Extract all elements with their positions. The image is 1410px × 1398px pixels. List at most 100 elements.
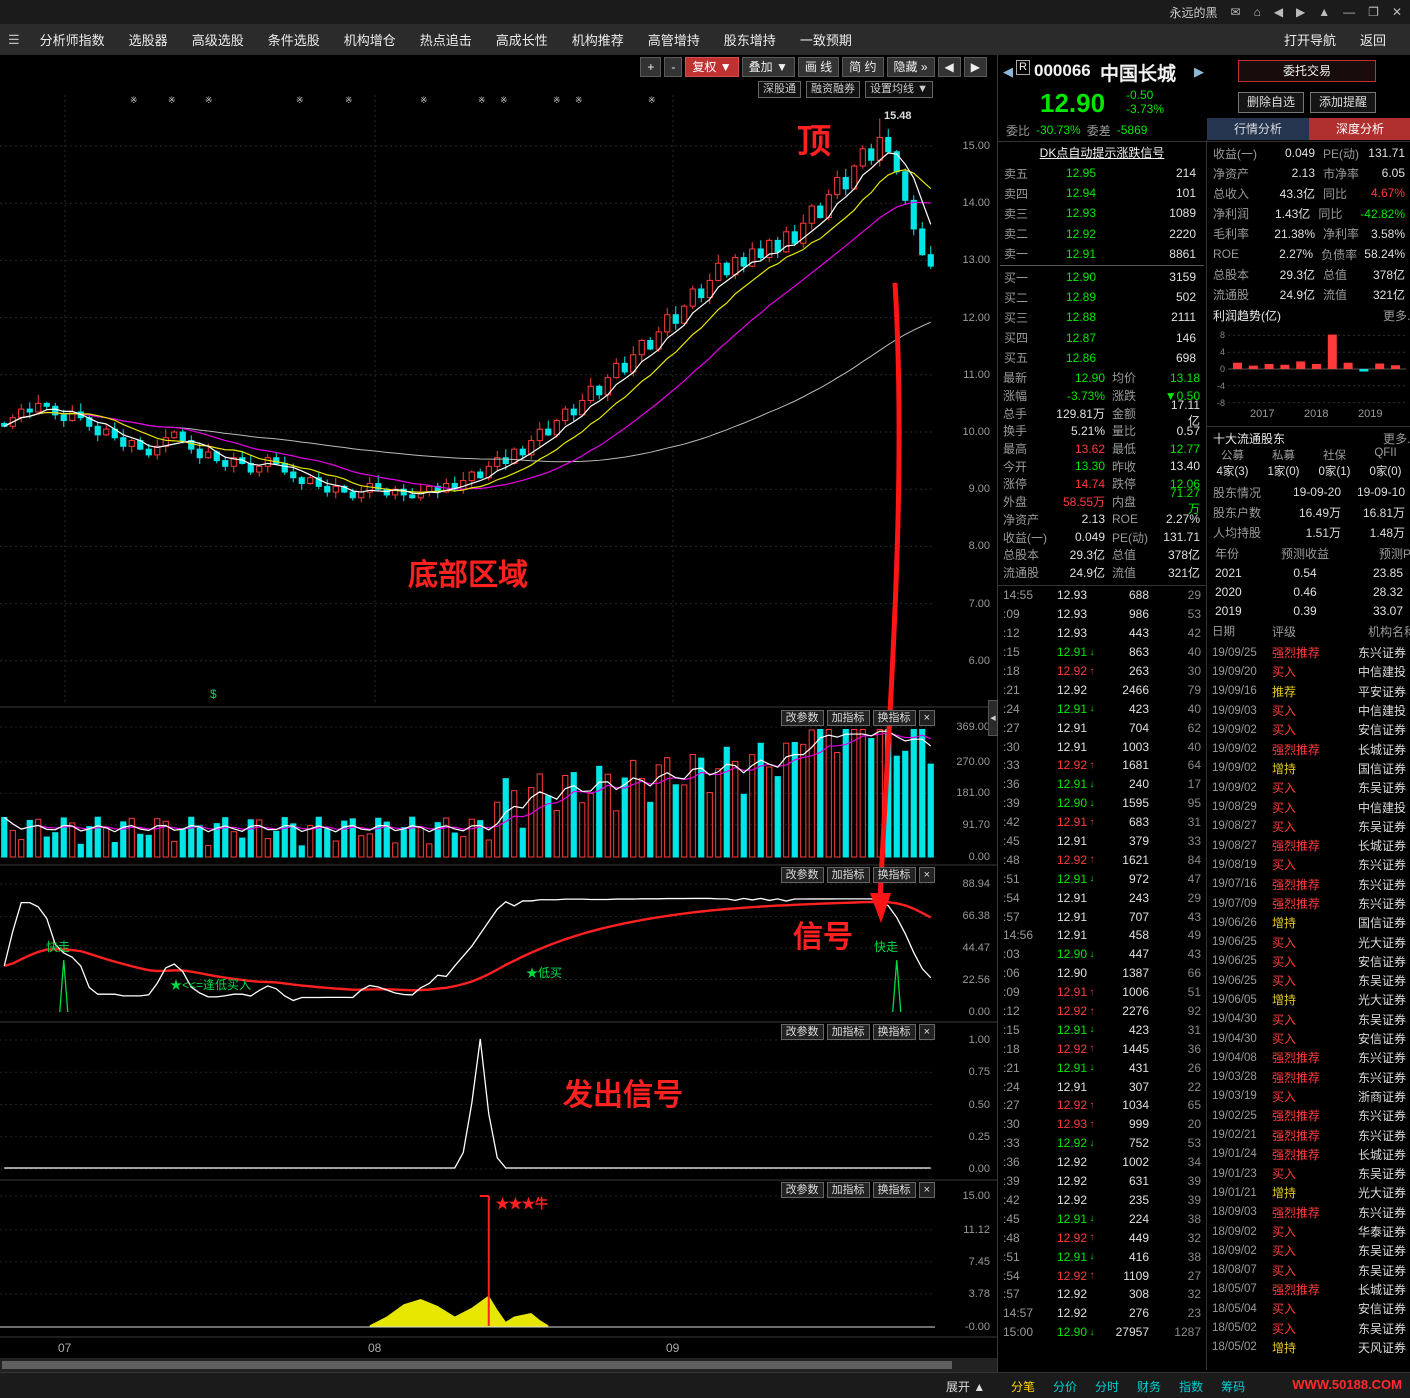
horizontal-scrollbar[interactable] — [0, 1358, 997, 1372]
panel-button-1[interactable]: 加指标 — [826, 1182, 870, 1198]
stat-label: 最高 — [1003, 442, 1028, 457]
chart-toolbar-button-5[interactable]: 简 约 — [842, 57, 884, 77]
financial-value: 29.3亿 — [1279, 267, 1315, 282]
menu-right-1[interactable]: 返回 — [1359, 33, 1386, 48]
menu-item-1[interactable]: 选股器 — [128, 33, 168, 48]
stat-value: 5.21% — [1070, 423, 1105, 438]
rating-date: 19/06/25 — [1212, 936, 1257, 949]
tab-quote-analysis[interactable]: 行情分析 — [1207, 118, 1309, 140]
rating-date: 19/09/20 — [1212, 665, 1257, 678]
tab-depth-analysis[interactable]: 深度分析 — [1309, 118, 1410, 140]
profit-trend-title: 利润趋势(亿) — [1213, 309, 1281, 323]
profit-axis-label: 4 — [1219, 347, 1225, 358]
back-icon[interactable]: ◀ — [1273, 5, 1284, 19]
menu-item-6[interactable]: 高成长性 — [495, 33, 548, 48]
rating-institution: 东兴证券 — [1357, 1051, 1406, 1066]
dk-signal-link[interactable]: DK点自动提示涨跌信号 — [1039, 146, 1165, 160]
bottom-tab-0[interactable]: 分笔 — [1011, 1380, 1036, 1394]
chart-tag-1[interactable]: 融资融券 — [806, 81, 861, 98]
panel-button-0[interactable]: 改参数 — [780, 1024, 824, 1040]
tick-time: :18 — [1003, 1041, 1020, 1056]
rating-date: 19/06/25 — [1212, 974, 1257, 987]
mail-icon[interactable]: ✉ — [1230, 5, 1241, 19]
holders-more-link[interactable]: 更多... — [1382, 432, 1410, 446]
chart-tag-0[interactable]: 深股通 — [758, 81, 802, 98]
menu-item-8[interactable]: 高管增持 — [647, 33, 700, 48]
panel-close-button[interactable]: × — [918, 1182, 935, 1198]
add-alert-button[interactable]: 添加提醒 — [1310, 92, 1376, 113]
minimize-button[interactable]: — — [1343, 5, 1356, 19]
menu-item-2[interactable]: 高级选股 — [191, 33, 244, 48]
menu-item-10[interactable]: 一致预期 — [799, 33, 852, 48]
bottom-tab-4[interactable]: 指数 — [1179, 1380, 1204, 1394]
chart-toolbar-button-2[interactable]: 复权 ▼ — [685, 57, 739, 77]
chart-toolbar-button-6[interactable]: 隐藏 » — [886, 57, 935, 77]
tick-count: 47 — [1187, 871, 1201, 886]
profit-axis-label: -8 — [1216, 397, 1225, 408]
menu-item-3[interactable]: 条件选股 — [267, 33, 320, 48]
remove-favorite-button[interactable]: 删除自选 — [1238, 92, 1304, 113]
titlebar-right: 永远的黑 ✉ ⌂ ◀ ▶ ▲ — ❐ ✕ — [1169, 0, 1402, 24]
panel-button-2[interactable]: 换指标 — [872, 1182, 916, 1198]
next-stock-arrow[interactable]: ▶ — [1194, 64, 1204, 79]
chart-toolbar-button-4[interactable]: 画 线 — [797, 57, 840, 77]
axis-label: 12.00 — [962, 311, 990, 324]
ratings-list[interactable]: 19/09/25 强烈推荐 东兴证券 19/09/20 买入 中信建投 19/09/16 推荐… — [1207, 643, 1410, 1357]
expand-toggle[interactable]: 展开 ▲ — [946, 1380, 986, 1394]
panel-collapse-handle[interactable]: ◀ — [988, 700, 998, 736]
panel-button-1[interactable]: 加指标 — [826, 1024, 870, 1040]
forward-icon[interactable]: ▶ — [1296, 5, 1306, 19]
panel-button-0[interactable]: 改参数 — [780, 710, 824, 726]
prev-stock-arrow[interactable]: ◀ — [1003, 64, 1013, 79]
panel-button-1[interactable]: 加指标 — [826, 710, 870, 726]
panel-buttons-row-0: 改参数 加指标 换指标 × — [780, 710, 935, 726]
maximize-button[interactable]: ❐ — [1368, 5, 1379, 19]
stat-label: 总值 — [1112, 548, 1137, 563]
close-button[interactable]: ✕ — [1391, 5, 1402, 19]
app-menu-icon[interactable]: ☰ — [8, 31, 20, 47]
profit-trend-more-link[interactable]: 更多... — [1382, 309, 1410, 323]
stat-row: 净资产 2.13 ROE 2.27% — [998, 511, 1206, 529]
panel-close-button[interactable]: × — [918, 710, 935, 726]
menu-item-7[interactable]: 机构推荐 — [571, 33, 624, 48]
bottom-tab-3[interactable]: 财务 — [1137, 1380, 1162, 1394]
chart-toolbar-button-8[interactable]: ▶ — [963, 57, 987, 77]
panel-button-2[interactable]: 换指标 — [872, 867, 916, 883]
tick-time: :03 — [1003, 947, 1020, 962]
tick-list[interactable]: 14:55 12.93 688 29:09 12.93 986 53:12 12.93 443 4… — [998, 585, 1206, 1346]
panel-button-0[interactable]: 改参数 — [780, 1182, 824, 1198]
menu-right-0[interactable]: 打开导航 — [1283, 33, 1336, 48]
panel-button-0[interactable]: 改参数 — [780, 867, 824, 883]
panel-button-1[interactable]: 加指标 — [826, 867, 870, 883]
menu-item-0[interactable]: 分析师指数 — [39, 33, 105, 48]
panel-button-2[interactable]: 换指标 — [872, 1024, 916, 1040]
bottom-tab-1[interactable]: 分价 — [1053, 1380, 1078, 1394]
chart-toolbar-button-7[interactable]: ◀ — [937, 57, 961, 77]
stat-value: 24.9亿 — [1069, 565, 1105, 580]
bottom-tab-2[interactable]: 分时 — [1095, 1380, 1120, 1394]
chart-toolbar-button-3[interactable]: 叠加 ▼ — [741, 57, 795, 77]
chart-toolbar-button-1[interactable]: - — [664, 57, 683, 77]
menu-item-5[interactable]: 热点追击 — [419, 33, 472, 48]
panel-button-2[interactable]: 换指标 — [872, 710, 916, 726]
chart-tag-2[interactable]: 设置均线 ▼ — [865, 81, 933, 98]
menu-item-9[interactable]: 股东增持 — [723, 33, 776, 48]
tick-row: :45 12.91 ↓ 224 38 — [998, 1209, 1206, 1228]
bottom-tab-5[interactable]: 筹码 — [1221, 1380, 1246, 1394]
scrollbar-thumb[interactable] — [2, 1361, 952, 1369]
tick-price: 12.92 — [1056, 664, 1087, 678]
holder-info-label: 人均持股 — [1213, 525, 1262, 540]
pin-icon[interactable]: ▲ — [1318, 5, 1331, 19]
tick-time: 14:57 — [1003, 1306, 1034, 1321]
tick-direction-icon: ↓ — [1089, 1326, 1095, 1338]
menu-item-4[interactable]: 机构增仓 — [343, 33, 396, 48]
panel-close-button[interactable]: × — [918, 1024, 935, 1040]
chart-toolbar-button-0[interactable]: + — [640, 57, 662, 77]
trade-button[interactable]: 委托交易 — [1238, 60, 1376, 82]
home-icon[interactable]: ⌂ — [1253, 5, 1261, 19]
order-book-row: 卖二 12.92 2220 — [998, 224, 1206, 244]
panel-close-button[interactable]: × — [918, 867, 935, 883]
rating-institution: 长城证券 — [1357, 839, 1406, 854]
panel-buttons-row-1: 改参数 加指标 换指标 × — [780, 867, 935, 883]
financial-value: 3.58% — [1370, 226, 1405, 241]
